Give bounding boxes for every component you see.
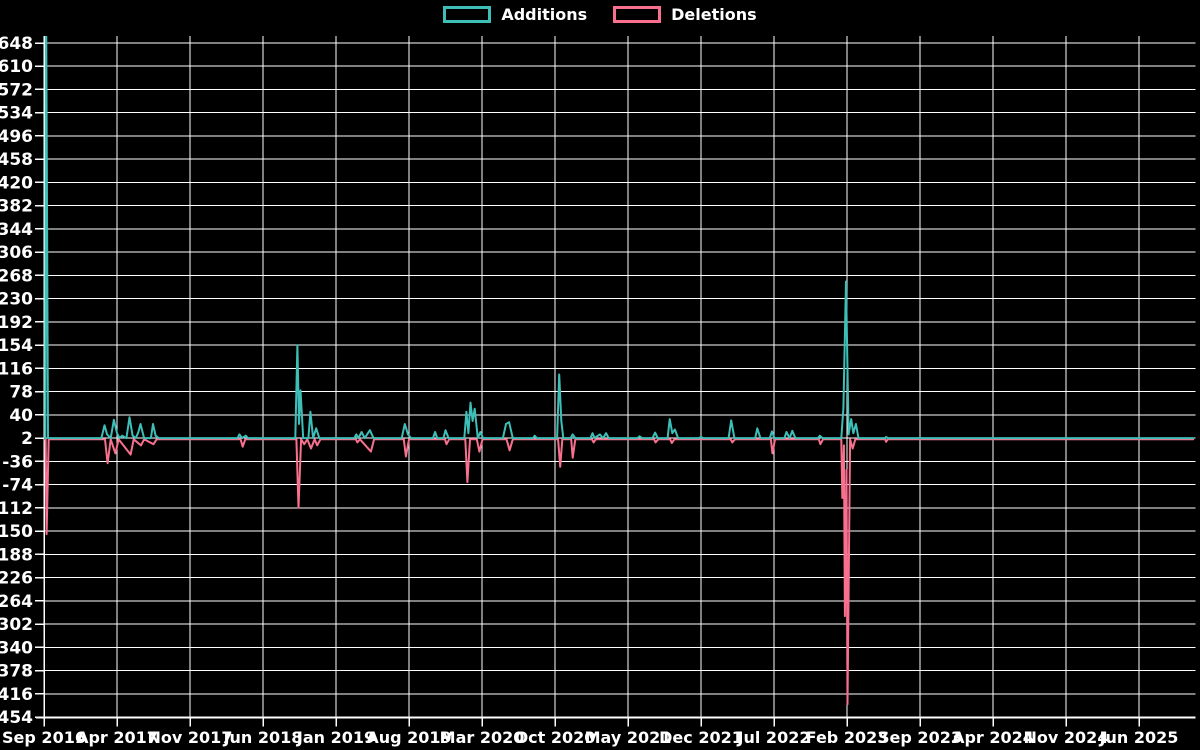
additions-swatch-icon [443, 6, 492, 23]
deletions-line [44, 438, 1195, 706]
y-axis-tick-label: -264 [0, 592, 33, 612]
chart-legend: Additions Deletions [0, 6, 1200, 23]
y-axis-tick-label: 268 [0, 266, 33, 286]
y-axis-tick-label: 2 [21, 429, 33, 449]
plot-area [44, 36, 1195, 706]
y-axis-tick-label: -36 [2, 452, 33, 472]
y-axis-tick-label: -112 [0, 499, 33, 519]
y-axis-tick-label: 572 [0, 80, 33, 100]
y-axis-tick-label: 306 [0, 243, 33, 263]
additions-line [44, 36, 1195, 440]
y-axis-tick-label: 230 [0, 290, 33, 310]
x-axis-tick-label: Jun 2025 [1099, 728, 1179, 747]
x-axis-tick-label: Aug 2019 [366, 728, 451, 747]
y-axis-tick-label: 78 [9, 383, 33, 403]
legend-item-additions[interactable]: Additions [443, 6, 587, 23]
x-axis-tick-label: Mar 2020 [440, 728, 525, 747]
y-axis-tick-label: 344 [0, 220, 33, 240]
x-axis-tick-label: Jan 2019 [296, 728, 375, 747]
y-axis-tick-label: 458 [0, 150, 33, 170]
legend-item-deletions[interactable]: Deletions [613, 6, 757, 23]
x-axis-tick-label: Feb 2023 [806, 728, 889, 747]
y-axis-tick-label: 192 [0, 313, 33, 333]
legend-label-deletions: Deletions [671, 4, 757, 24]
y-axis-tick-label: 40 [9, 406, 33, 426]
y-axis-tick-label: -188 [0, 545, 33, 565]
y-axis-tick-label: 610 [0, 57, 33, 77]
legend-label-additions: Additions [501, 4, 588, 24]
x-axis-tick-label: Dec 2021 [659, 728, 743, 747]
x-axis-tick-label: Oct 2020 [515, 728, 596, 747]
gridlines [43, 36, 1196, 718]
y-axis-tick-label: 534 [0, 104, 33, 124]
y-axis-tick-label: -74 [2, 476, 33, 496]
y-axis-tick-label: -302 [0, 615, 33, 635]
x-axis-tick-label: Nov 2017 [148, 728, 233, 747]
x-axis-tick-label: Jul 2022 [737, 728, 811, 747]
x-axis-tick-label: Apr 2017 [76, 728, 158, 747]
y-axis-tick-label: 420 [0, 173, 33, 193]
y-axis-tick-label: 648 [0, 34, 33, 54]
x-axis-tick-label: Nov 2024 [1024, 728, 1109, 747]
y-axis-tick-label: -416 [0, 685, 33, 705]
y-axis-tick-label: -226 [0, 569, 33, 589]
y-axis-tick-label: -378 [0, 662, 33, 682]
y-axis-tick-label: 154 [0, 336, 33, 356]
y-axis-tick-label: 382 [0, 197, 33, 217]
axes [35, 36, 1196, 727]
x-axis-tick-label: Sep 2023 [878, 728, 962, 747]
x-axis-tick-label: May 2021 [585, 728, 672, 747]
y-axis-tick-label: 496 [0, 127, 33, 147]
y-axis-labels: 648 610 572 534 496 458 420 382 344 306 268 230 192 1… [0, 34, 33, 728]
x-axis-tick-label: Jun 2018 [223, 728, 303, 747]
y-axis-tick-label: -340 [0, 638, 33, 658]
y-axis-tick-label: -150 [0, 522, 33, 542]
x-axis-tick-label: Sep 2016 [2, 728, 86, 747]
deletions-swatch-icon [613, 6, 662, 23]
y-axis-tick-label: -454 [0, 708, 33, 728]
x-axis-tick-label: Apr 2024 [952, 728, 1034, 747]
y-axis-tick-label: 116 [0, 359, 33, 379]
